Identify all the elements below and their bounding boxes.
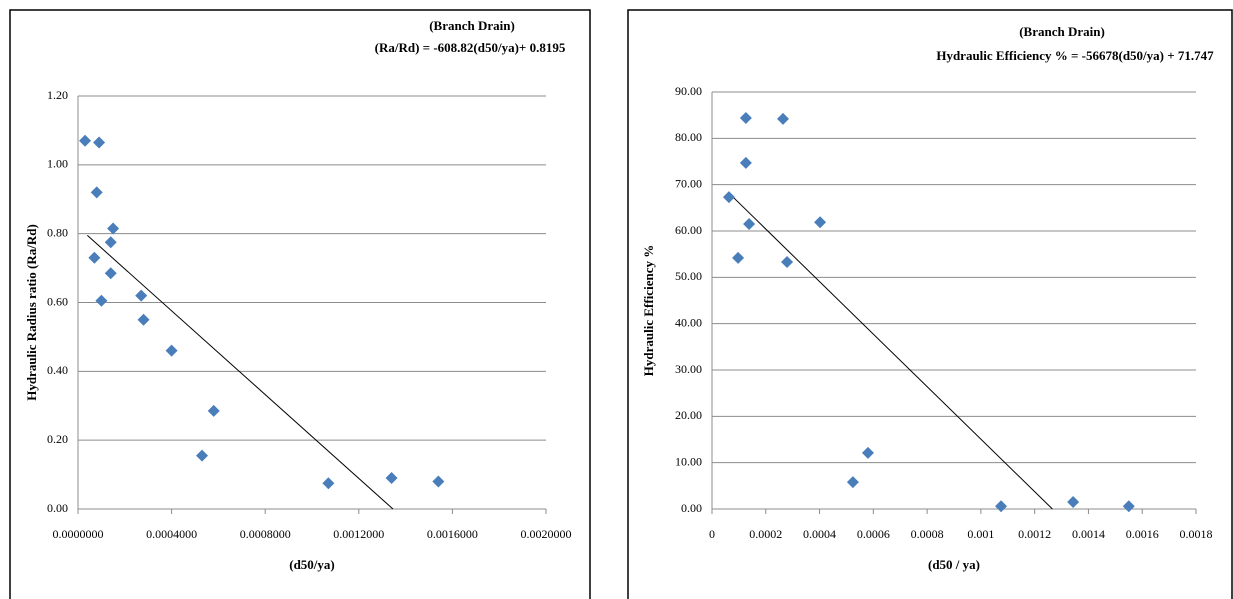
point <box>732 251 745 264</box>
y-tick-label: 0.60 <box>47 294 68 308</box>
x-axis-label: (d50/ya) <box>289 557 335 572</box>
x-tick-label: 0.0014 <box>1072 527 1105 541</box>
y-tick-label: 10.00 <box>675 454 702 468</box>
x-tick-label: 0 <box>709 527 715 541</box>
chart-frame <box>9 9 591 599</box>
point <box>743 218 756 231</box>
x-tick-label: 0.0004 <box>803 527 836 541</box>
point <box>207 404 220 417</box>
x-tick-label: 0.0012 <box>1018 527 1051 541</box>
x-tick-label: 0.0004000 <box>146 527 197 541</box>
point <box>322 477 335 490</box>
chart-subtitle: (Ra/Rd) = -608.82(d50/ya)+ 0.8195 <box>375 40 566 55</box>
y-tick-label: 0.20 <box>47 432 68 446</box>
point <box>79 134 92 147</box>
point <box>95 294 108 307</box>
point <box>861 446 874 459</box>
chart-title: (Branch Drain) <box>429 18 515 33</box>
point <box>104 267 117 280</box>
y-tick-label: 0.00 <box>681 501 702 515</box>
point <box>739 156 752 169</box>
y-tick-label: 1.20 <box>47 88 68 102</box>
x-tick-label: 0.0008 <box>911 527 944 541</box>
y-tick-label: 30.00 <box>675 362 702 376</box>
y-tick-label: 1.00 <box>47 157 68 171</box>
point <box>846 476 859 489</box>
point <box>432 475 445 488</box>
point <box>1067 496 1080 509</box>
point <box>776 112 789 125</box>
point <box>135 289 148 302</box>
point <box>1122 500 1135 513</box>
x-tick-label: 0.001 <box>967 527 994 541</box>
point <box>137 313 150 326</box>
point <box>88 251 101 264</box>
x-tick-label: 0.0016000 <box>427 527 478 541</box>
y-tick-label: 70.00 <box>675 176 702 190</box>
point <box>385 472 398 485</box>
x-tick-label: 0.0016 <box>1126 527 1159 541</box>
point <box>107 222 120 235</box>
y-tick-label: 50.00 <box>675 269 702 283</box>
point <box>90 186 103 199</box>
y-axis-label: Hydraulic Radius ratio (Ra/Rd) <box>24 224 39 401</box>
trendline <box>87 235 394 510</box>
chart-title: (Branch Drain) <box>1019 24 1105 39</box>
chart-subtitle: Hydraulic Efficiency % = -56678(d50/ya) … <box>936 48 1214 63</box>
x-tick-label: 0.0018 <box>1180 527 1213 541</box>
point <box>196 449 209 462</box>
x-tick-label: 0.0012000 <box>333 527 384 541</box>
point <box>814 216 827 229</box>
point <box>739 111 752 124</box>
chart-frame <box>627 9 1233 599</box>
y-tick-label: 0.00 <box>47 501 68 515</box>
x-tick-label: 0.0000000 <box>53 527 104 541</box>
point <box>165 344 178 357</box>
point <box>995 500 1008 513</box>
x-tick-label: 0.0006 <box>857 527 890 541</box>
y-tick-label: 20.00 <box>675 408 702 422</box>
point <box>722 191 735 204</box>
y-tick-label: 0.40 <box>47 363 68 377</box>
y-tick-label: 0.80 <box>47 225 68 239</box>
y-tick-label: 80.00 <box>675 130 702 144</box>
x-tick-label: 0.0008000 <box>240 527 291 541</box>
point <box>781 256 794 269</box>
x-tick-label: 0.0002 <box>749 527 782 541</box>
y-tick-label: 60.00 <box>675 223 702 237</box>
point <box>93 136 106 149</box>
x-tick-label: 0.0020000 <box>521 527 572 541</box>
y-tick-label: 40.00 <box>675 315 702 329</box>
x-axis-label: (d50 / ya) <box>928 557 980 572</box>
y-axis-label: Hydraulic Efficiency % <box>641 245 656 376</box>
trendline <box>727 191 1053 510</box>
y-tick-label: 90.00 <box>675 84 702 98</box>
point <box>104 236 117 249</box>
